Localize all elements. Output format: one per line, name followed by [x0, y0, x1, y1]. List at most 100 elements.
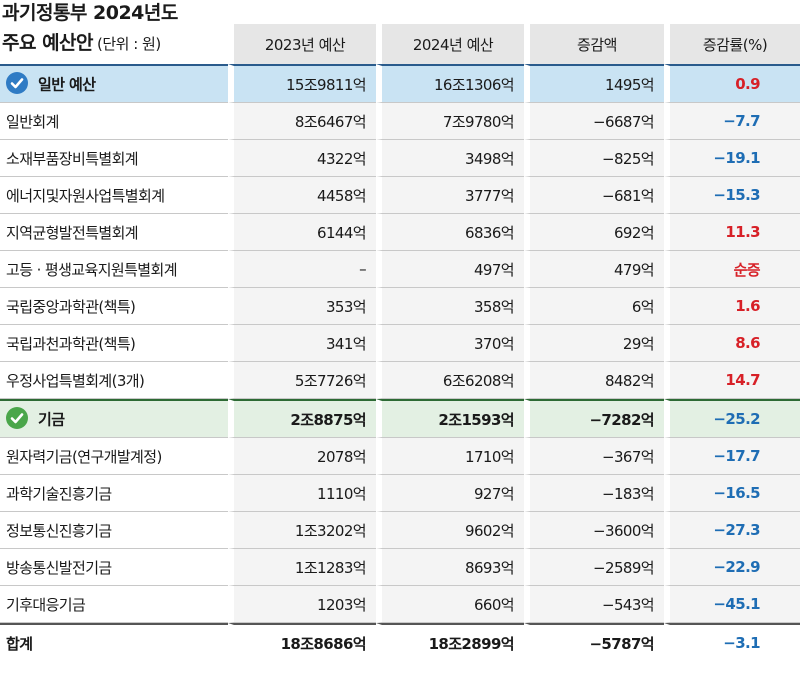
cell-y2024: 358억 [376, 288, 524, 325]
cell-y2024: 3777억 [376, 177, 524, 214]
cell-rate: 14.7 [664, 362, 800, 399]
cell-y2024: 660억 [376, 586, 524, 623]
unit-note: (단위 : 원) [97, 35, 161, 53]
header-blank [0, 24, 228, 64]
cell-y2023: 1110억 [228, 475, 376, 512]
cell-y2023: 5조7726억 [228, 362, 376, 399]
cell-diff: −183억 [524, 475, 664, 512]
header-2023: 2023년 예산 [228, 24, 376, 64]
cell-diff: 479억 [524, 251, 664, 288]
cell-y2023: 4458억 [228, 177, 376, 214]
header-row: 2023년 예산 2024년 예산 증감액 증감률(%) [0, 24, 800, 64]
row-label-cell: 고등 · 평생교육지원특별회계 [0, 251, 228, 288]
row-label: 기금 [38, 410, 65, 429]
check-circle-blue-icon [6, 72, 28, 94]
section-row: 기금 2조8875억 2조1593억 −7282억 −25.2 [0, 399, 800, 438]
cell-y2023: 15조9811억 [228, 64, 376, 103]
check-circle-green-icon [6, 407, 28, 429]
row-label: 일반회계 [6, 112, 59, 131]
row-label: 국립과천과학관(책특) [6, 334, 136, 353]
cell-y2024: 6조6208억 [376, 362, 524, 399]
row-label-cell: 지역균형발전특별회계 [0, 214, 228, 251]
cell-y2023: 18조8686억 [228, 623, 376, 661]
cell-y2024: 370억 [376, 325, 524, 362]
cell-diff: −5787억 [524, 623, 664, 661]
row-label-cell: 원자력기금(연구개발계정) [0, 438, 228, 475]
cell-diff: −3600억 [524, 512, 664, 549]
cell-rate: −25.2 [664, 399, 800, 438]
cell-y2023: 8조6467억 [228, 103, 376, 140]
row-label-cell: 소재부품장비특별회계 [0, 140, 228, 177]
table-row: 일반회계 8조6467억 7조9780억 −6687억 −7.7 [0, 103, 800, 140]
total-row: 합계 18조8686억 18조2899억 −5787억 −3.1 [0, 623, 800, 661]
cell-rate: −45.1 [664, 586, 800, 623]
title-main: 주요 예산안 [2, 32, 94, 54]
cell-diff: −367억 [524, 438, 664, 475]
row-label: 우정사업특별회계(3개) [6, 371, 145, 390]
cell-diff: 8482억 [524, 362, 664, 399]
table-row: 고등 · 평생교육지원특별회계 –497억 479억 순증 [0, 251, 800, 288]
table-row: 국립중앙과학관(책특) 353억 358억 6억 1.6 [0, 288, 800, 325]
table-row: 국립과천과학관(책특) 341억 370억 29억 8.6 [0, 325, 800, 362]
cell-rate: 8.6 [664, 325, 800, 362]
cell-rate: 순증 [664, 251, 800, 288]
cell-rate: −27.3 [664, 512, 800, 549]
table-row: 기후대응기금 1203억 660억 −543억 −45.1 [0, 586, 800, 623]
row-label-cell: 과학기술진흥기금 [0, 475, 228, 512]
cell-diff: −2589억 [524, 549, 664, 586]
cell-y2023: 6144억 [228, 214, 376, 251]
cell-y2023: 1203억 [228, 586, 376, 623]
row-label: 소재부품장비특별회계 [6, 149, 139, 168]
row-label: 원자력기금(연구개발계정) [6, 447, 162, 466]
table-row: 원자력기금(연구개발계정) 2078억 1710억 −367억 −17.7 [0, 438, 800, 475]
cell-y2024: 497억 [376, 251, 524, 288]
row-label-cell: 에너지및자원사업특별회계 [0, 177, 228, 214]
row-label: 일반 예산 [38, 75, 96, 94]
cell-y2023: 353억 [228, 288, 376, 325]
cell-y2023: 2078억 [228, 438, 376, 475]
cell-y2024: 2조1593억 [376, 399, 524, 438]
cell-y2023: 1조1283억 [228, 549, 376, 586]
cell-y2024: 7조9780억 [376, 103, 524, 140]
cell-rate: 0.9 [664, 64, 800, 103]
row-label: 기후대응기금 [6, 595, 86, 614]
cell-rate: 1.6 [664, 288, 800, 325]
header-rate: 증감률(%) [664, 24, 800, 64]
section-row: 일반 예산 15조9811억 16조1306억 1495억 0.9 [0, 64, 800, 103]
header-diff: 증감액 [524, 24, 664, 64]
cell-rate: −15.3 [664, 177, 800, 214]
header-2024: 2024년 예산 [376, 24, 524, 64]
cell-diff: −681억 [524, 177, 664, 214]
cell-rate: −3.1 [664, 623, 800, 661]
table-body: 일반 예산 15조9811억 16조1306억 1495억 0.9 일반회계 8조6467억… [0, 64, 800, 661]
cell-diff: 29억 [524, 325, 664, 362]
cell-diff: −6687억 [524, 103, 664, 140]
row-label: 에너지및자원사업특별회계 [6, 186, 165, 205]
cell-y2024: 6836억 [376, 214, 524, 251]
table-row: 에너지및자원사업특별회계 4458억 3777억 −681억 −15.3 [0, 177, 800, 214]
row-label: 고등 · 평생교육지원특별회계 [6, 260, 178, 279]
cell-rate: −19.1 [664, 140, 800, 177]
cell-diff: −7282억 [524, 399, 664, 438]
row-label-cell: 방송통신발전기금 [0, 549, 228, 586]
cell-rate: −22.9 [664, 549, 800, 586]
cell-diff: −825억 [524, 140, 664, 177]
cell-y2024: 1710억 [376, 438, 524, 475]
row-label-cell: 기후대응기금 [0, 586, 228, 623]
row-label: 합계 [6, 634, 33, 653]
row-label-cell: 우정사업특별회계(3개) [0, 362, 228, 399]
row-label: 과학기술진흥기금 [6, 484, 112, 503]
table-row: 소재부품장비특별회계 4322억 3498억 −825억 −19.1 [0, 140, 800, 177]
row-label-cell: 일반회계 [0, 103, 228, 140]
row-label-cell: 기금 [0, 399, 228, 438]
cell-rate: −16.5 [664, 475, 800, 512]
row-label-cell: 국립과천과학관(책특) [0, 325, 228, 362]
cell-y2023: 4322억 [228, 140, 376, 177]
cell-rate: −7.7 [664, 103, 800, 140]
row-label-cell: 합계 [0, 623, 228, 661]
table-row: 우정사업특별회계(3개) 5조7726억 6조6208억 8482억 14.7 [0, 362, 800, 399]
row-label-cell: 정보통신진흥기금 [0, 512, 228, 549]
table-row: 지역균형발전특별회계 6144억 6836억 692억 11.3 [0, 214, 800, 251]
row-label: 방송통신발전기금 [6, 558, 112, 577]
